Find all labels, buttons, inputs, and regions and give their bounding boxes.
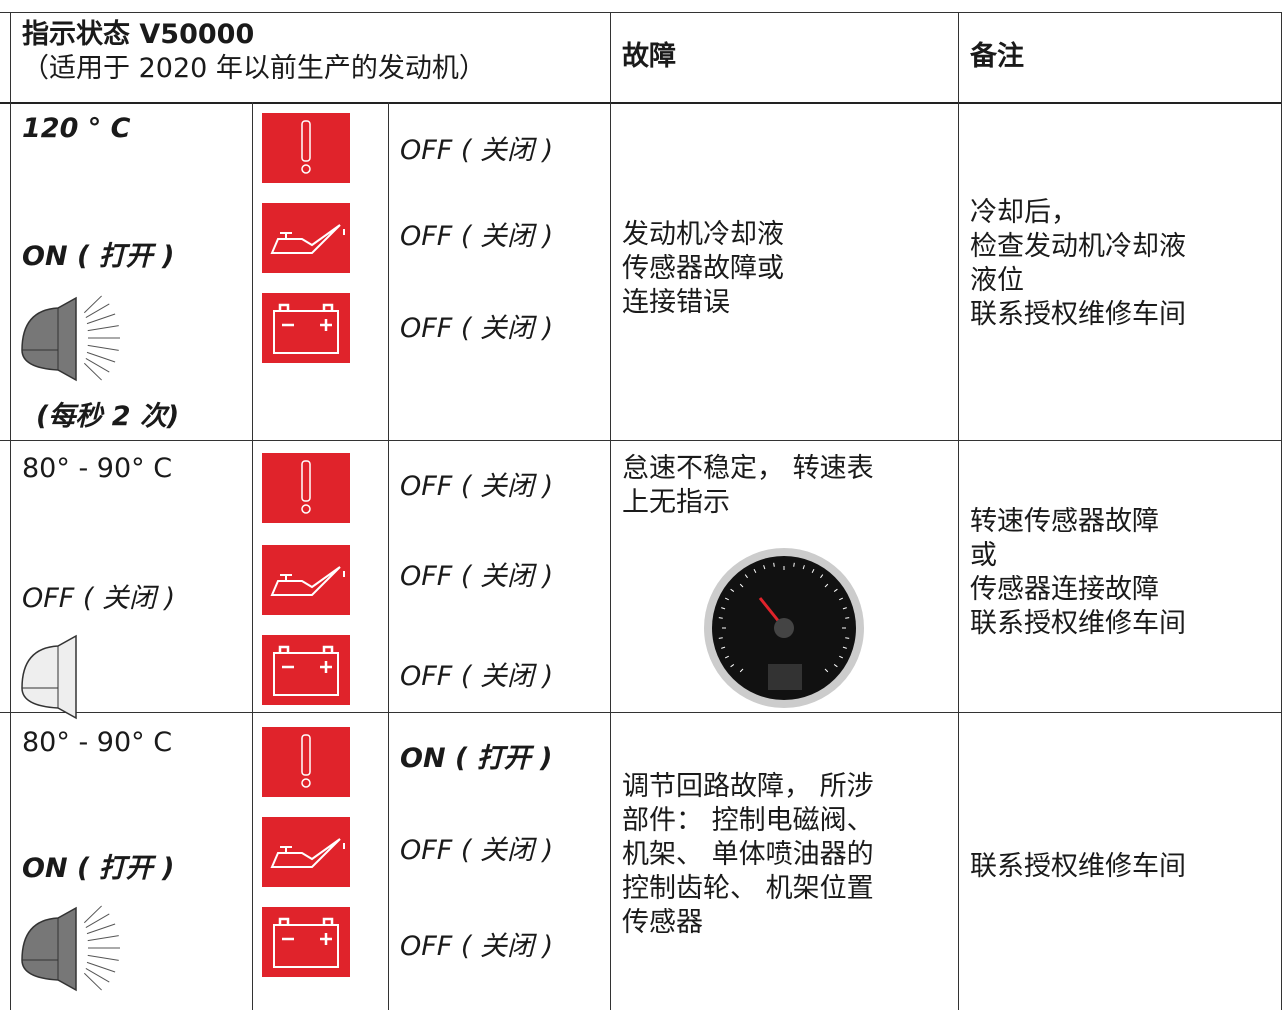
header-title: 指示状态 V50000: [22, 19, 255, 50]
indicator-icon: [262, 113, 350, 183]
indicator-icon: [262, 453, 350, 523]
lamp-status: ON ( 打开 ): [22, 853, 175, 884]
header-note: 备注: [970, 41, 1024, 72]
lamp-icon: [21, 295, 120, 382]
indicator-icon: [262, 545, 350, 615]
border: [0, 440, 1282, 441]
border: [388, 102, 389, 1010]
fault-text: 上无指示: [622, 487, 730, 518]
indicator-status: OFF ( 关闭 ): [400, 313, 554, 344]
tachometer: [704, 548, 864, 708]
lamp-note: (每秒 2 次): [36, 401, 180, 432]
fault-text: 部件： 控制电磁阀、: [622, 805, 874, 836]
fault-text: 怠速不稳定， 转速表: [622, 453, 874, 484]
fault-text: 传感器故障或: [622, 253, 784, 284]
border: [10, 12, 11, 1010]
indicator-status: OFF ( 关闭 ): [400, 471, 554, 502]
fault-text: 发动机冷却液: [622, 219, 784, 250]
note-text: 联系授权维修车间: [970, 299, 1186, 330]
indicator-icon: [262, 817, 350, 887]
border: [0, 102, 1282, 104]
note-text: 冷却后，: [970, 197, 1078, 228]
border: [0, 712, 1282, 713]
indicator-status: OFF ( 关闭 ): [400, 931, 554, 962]
fault-text: 传感器: [622, 907, 703, 938]
temperature: 80° - 90° C: [22, 727, 173, 758]
note-text: 检查发动机冷却液: [970, 231, 1186, 262]
indicator-status: OFF ( 关闭 ): [400, 135, 554, 166]
lamp-icon: [21, 634, 77, 720]
indicator-status: ON ( 打开 ): [400, 743, 553, 774]
indicator-icon: [262, 635, 350, 705]
header-fault: 故障: [622, 41, 676, 72]
note-text: 传感器连接故障: [970, 574, 1159, 605]
note-text: 联系授权维修车间: [970, 851, 1186, 882]
lamp-icon: [21, 905, 120, 992]
fault-text: 调节回路故障， 所涉: [622, 771, 874, 802]
indicator-status: OFF ( 关闭 ): [400, 561, 554, 592]
note-text: 液位: [970, 265, 1024, 296]
border: [0, 12, 1282, 13]
note-text: 转速传感器故障: [970, 506, 1159, 537]
temperature: 120 ° C: [22, 113, 131, 144]
indicator-icon: [262, 727, 350, 797]
fault-text: 连接错误: [622, 287, 730, 318]
note-text: 联系授权维修车间: [970, 608, 1186, 639]
border: [958, 12, 959, 1010]
temperature: 80° - 90° C: [22, 453, 173, 484]
indicator-icon: [262, 293, 350, 363]
header-subtitle: （适用于 2020 年以前生产的发动机）: [22, 53, 486, 84]
lamp-status: OFF ( 关闭 ): [22, 583, 176, 614]
lamp-status: ON ( 打开 ): [22, 241, 175, 272]
indicator-status: OFF ( 关闭 ): [400, 221, 554, 252]
border: [252, 102, 253, 1010]
note-text: 或: [970, 540, 997, 571]
fault-text: 控制齿轮、 机架位置: [622, 873, 874, 904]
border: [610, 12, 611, 1010]
indicator-icon: [262, 907, 350, 977]
indicator-icon: [262, 203, 350, 273]
indicator-status: OFF ( 关闭 ): [400, 661, 554, 692]
indicator-status: OFF ( 关闭 ): [400, 835, 554, 866]
fault-text: 机架、 单体喷油器的: [622, 839, 874, 870]
